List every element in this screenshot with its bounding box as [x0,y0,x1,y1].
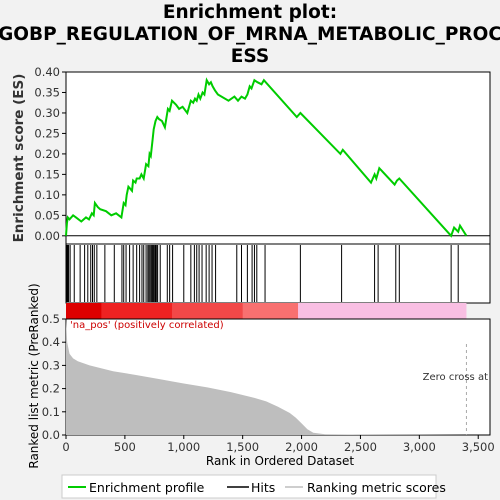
es-y-tick-label: 0.15 [34,167,60,181]
rank-x-tick-label: 2,000 [285,440,318,454]
heat-segment-positive [101,303,173,319]
es-y-tick-label: 0.10 [34,188,60,202]
rank-x-tick-label: 1,500 [226,440,259,454]
heat-segment-positive [242,303,299,319]
chart-title-line-3: ESS [231,46,269,67]
es-y-tick-label: 0.05 [34,208,60,222]
rank-x-axis-label: Rank in Ordered Dataset [206,454,354,468]
rank-y-tick-label: 0.0 [42,428,60,442]
chart-title-line-1: Enrichment plot: [163,2,337,23]
es-y-tick-label: 0.20 [34,147,60,161]
heat-segment-positive [66,303,102,319]
es-y-tick-label: 0.00 [34,229,60,243]
es-panel [65,71,491,245]
es-y-ticks: 0.00 0.05 0.10 0.15 0.20 0.25 0.30 0.35 0.40 [34,65,66,243]
rank-y-tick-label: 0.5 [42,312,60,326]
es-y-axis-label: Enrichment score (ES) [11,74,27,243]
rank-heat-bar [66,303,467,319]
rank-x-tick-label: 1,000 [167,440,200,454]
rank-x-tick-label: 3,500 [462,440,495,454]
rank-x-ticks: 0 500 1,000 1,500 2,000 2,500 3,000 3,500 [62,435,495,454]
ranking-metric-area [66,319,467,435]
legend-hits-label: Hits [251,480,275,495]
es-y-tick-label: 0.25 [34,126,60,140]
rank-y-tick-label: 0.1 [42,405,60,419]
rank-y-tick-label: 0.2 [42,382,60,396]
rank-x-tick-label: 2,500 [344,440,377,454]
rank-x-tick-label: 0 [62,440,69,454]
rank-y-tick-label: 0.3 [42,358,60,372]
enrichment-profile-line [65,77,468,238]
positive-correlation-label: 'na_pos' (positively correlated) [70,320,224,331]
legend-metric-label: Ranking metric scores [307,480,446,495]
es-y-tick-label: 0.30 [34,106,60,120]
hits-group [66,245,459,302]
legend-enrichment-label: Enrichment profile [89,480,205,495]
rank-y-tick-label: 0.4 [42,335,60,349]
heat-segment-positive [172,303,244,319]
chart-title-line-2: GOBP_REGULATION_OF_MRNA_METABOLIC_PROC [0,24,500,45]
es-y-tick-label: 0.35 [34,85,60,99]
heat-segment-negative [298,303,467,319]
rank-x-tick-label: 3,000 [403,440,436,454]
rank-y-axis-label: Ranked list metric (PreRanked) [27,283,41,468]
zero-cross-label: Zero cross at [423,372,488,383]
rank-y-ticks: 0.0 0.1 0.2 0.3 0.4 0.5 [42,312,66,442]
es-y-tick-label: 0.40 [34,65,60,79]
rank-x-tick-label: 500 [114,440,136,454]
